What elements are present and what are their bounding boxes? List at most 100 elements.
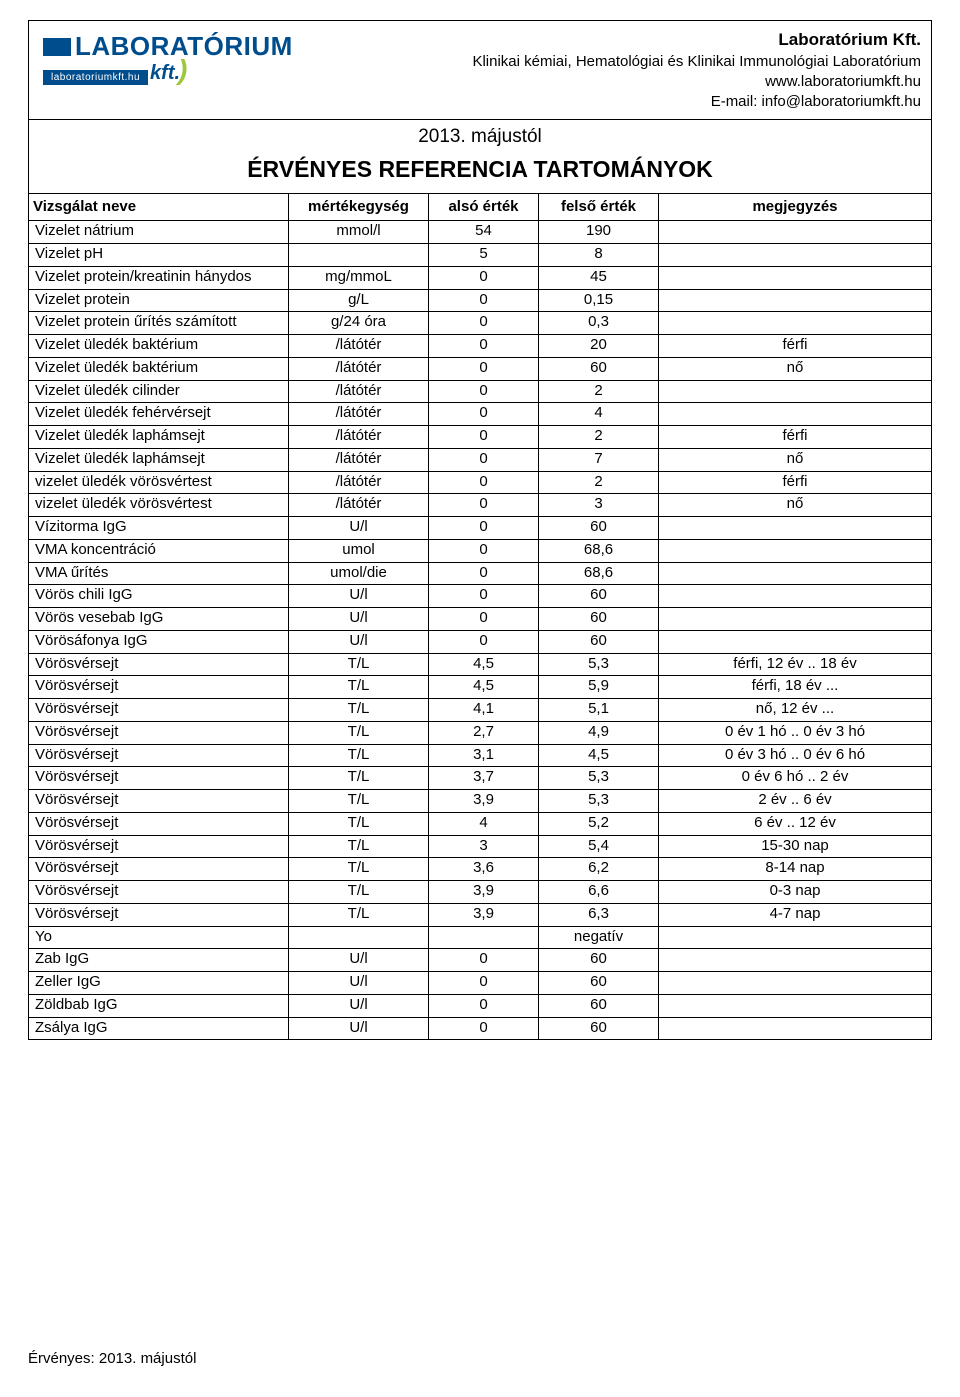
cell-low: 0 bbox=[429, 972, 539, 995]
cell-note bbox=[659, 1017, 932, 1040]
cell-unit: U/l bbox=[289, 517, 429, 540]
cell-note: 0 év 1 hó .. 0 év 3 hó bbox=[659, 721, 932, 744]
cell-low: 0 bbox=[429, 380, 539, 403]
cell-note bbox=[659, 562, 932, 585]
cell-high: 5,4 bbox=[539, 835, 659, 858]
footer-text: Érvényes: 2013. májustól bbox=[28, 1350, 196, 1367]
cell-low: 54 bbox=[429, 221, 539, 244]
cell-note bbox=[659, 266, 932, 289]
cell-high: 5,2 bbox=[539, 812, 659, 835]
cell-unit: U/l bbox=[289, 608, 429, 631]
cell-name: Zsálya IgG bbox=[29, 1017, 289, 1040]
cell-unit: /látótér bbox=[289, 380, 429, 403]
cell-unit: T/L bbox=[289, 767, 429, 790]
table-row: Zeller IgGU/l060 bbox=[29, 972, 932, 995]
cell-low: 0 bbox=[429, 494, 539, 517]
cell-name: Vörös vesebab IgG bbox=[29, 608, 289, 631]
date-line: 2013. májustól bbox=[29, 126, 931, 148]
cell-low: 0 bbox=[429, 585, 539, 608]
cell-high: 5,3 bbox=[539, 790, 659, 813]
cell-low: 4,1 bbox=[429, 699, 539, 722]
table-row: Vizelet üledék fehérvérsejt/látótér04 bbox=[29, 403, 932, 426]
cell-high: 7 bbox=[539, 448, 659, 471]
cell-low: 4 bbox=[429, 812, 539, 835]
cell-unit: U/l bbox=[289, 994, 429, 1017]
cell-name: VMA űrítés bbox=[29, 562, 289, 585]
cell-note: 0 év 6 hó .. 2 év bbox=[659, 767, 932, 790]
cell-high: 60 bbox=[539, 972, 659, 995]
table-row: VörösvérsejtT/L2,74,90 év 1 hó .. 0 év 3… bbox=[29, 721, 932, 744]
table-row: Vizelet nátriummmol/l54190 bbox=[29, 221, 932, 244]
table-row: VörösvérsejtT/L3,95,32 év .. 6 év bbox=[29, 790, 932, 813]
table-row: vizelet üledék vörösvértest/látótér03nő bbox=[29, 494, 932, 517]
cell-low: 2,7 bbox=[429, 721, 539, 744]
cell-name: Vizelet pH bbox=[29, 244, 289, 267]
cell-low: 0 bbox=[429, 471, 539, 494]
cell-low: 3,6 bbox=[429, 858, 539, 881]
cell-high: 4,5 bbox=[539, 744, 659, 767]
cell-low: 0 bbox=[429, 630, 539, 653]
cell-unit: /látótér bbox=[289, 335, 429, 358]
table-row: VörösvérsejtT/L3,14,50 év 3 hó .. 0 év 6… bbox=[29, 744, 932, 767]
header-right-info: Laboratórium Kft. Klinikai kémiai, Hemat… bbox=[462, 21, 931, 119]
company-name: Laboratórium Kft. bbox=[472, 29, 921, 52]
cell-note: 15-30 nap bbox=[659, 835, 932, 858]
cell-unit: T/L bbox=[289, 676, 429, 699]
table-row: Vizelet protein/kreatinin hánydosmg/mmoL… bbox=[29, 266, 932, 289]
table-row: VörösvérsejtT/L4,15,1nő, 12 év ... bbox=[29, 699, 932, 722]
cell-note: 0-3 nap bbox=[659, 881, 932, 904]
cell-unit: T/L bbox=[289, 653, 429, 676]
cell-high: 20 bbox=[539, 335, 659, 358]
cell-name: Vízitorma IgG bbox=[29, 517, 289, 540]
table-row: VörösvérsejtT/L3,96,34-7 nap bbox=[29, 903, 932, 926]
table-row: VMA koncentrációumol068,6 bbox=[29, 539, 932, 562]
table-row: Zöldbab IgGU/l060 bbox=[29, 994, 932, 1017]
cell-high: 60 bbox=[539, 1017, 659, 1040]
table-row: VörösvérsejtT/L3,96,60-3 nap bbox=[29, 881, 932, 904]
cell-name: Vörösvérsejt bbox=[29, 790, 289, 813]
cell-name: Vörösáfonya IgG bbox=[29, 630, 289, 653]
cell-low: 0 bbox=[429, 403, 539, 426]
cell-low: 0 bbox=[429, 289, 539, 312]
cell-low: 0 bbox=[429, 335, 539, 358]
cell-note bbox=[659, 244, 932, 267]
cell-name: Vörösvérsejt bbox=[29, 744, 289, 767]
table-row: Zab IgGU/l060 bbox=[29, 949, 932, 972]
cell-name: Vörösvérsejt bbox=[29, 858, 289, 881]
cell-unit: T/L bbox=[289, 835, 429, 858]
cell-name: Vörös chili IgG bbox=[29, 585, 289, 608]
table-row: VörösvérsejtT/L4,55,3férfi, 12 év .. 18 … bbox=[29, 653, 932, 676]
cell-unit: g/24 óra bbox=[289, 312, 429, 335]
cell-unit: umol bbox=[289, 539, 429, 562]
cell-note bbox=[659, 608, 932, 631]
cell-name: Vörösvérsejt bbox=[29, 721, 289, 744]
cell-note: nő bbox=[659, 357, 932, 380]
cell-low: 0 bbox=[429, 517, 539, 540]
cell-high: 6,3 bbox=[539, 903, 659, 926]
cell-unit: mmol/l bbox=[289, 221, 429, 244]
cell-unit: U/l bbox=[289, 972, 429, 995]
cell-name: Vörösvérsejt bbox=[29, 881, 289, 904]
cell-low: 3,9 bbox=[429, 881, 539, 904]
cell-high: 60 bbox=[539, 994, 659, 1017]
cell-name: Vörösvérsejt bbox=[29, 812, 289, 835]
cell-name: Vizelet protein/kreatinin hánydos bbox=[29, 266, 289, 289]
cell-name: Yo bbox=[29, 926, 289, 949]
cell-note bbox=[659, 289, 932, 312]
cell-note: férfi bbox=[659, 426, 932, 449]
cell-name: Vizelet üledék baktérium bbox=[29, 357, 289, 380]
cell-low: 0 bbox=[429, 426, 539, 449]
table-row: VörösvérsejtT/L3,75,30 év 6 hó .. 2 év bbox=[29, 767, 932, 790]
cell-high: 0,3 bbox=[539, 312, 659, 335]
cell-note bbox=[659, 949, 932, 972]
cell-low: 0 bbox=[429, 357, 539, 380]
cell-name: Vizelet üledék baktérium bbox=[29, 335, 289, 358]
col-note: megjegyzés bbox=[659, 193, 932, 221]
cell-note bbox=[659, 403, 932, 426]
cell-name: Vizelet üledék laphámsejt bbox=[29, 448, 289, 471]
col-unit: mértékegység bbox=[289, 193, 429, 221]
cell-low: 0 bbox=[429, 562, 539, 585]
logo-kft: kft. bbox=[150, 62, 180, 85]
cell-name: Vörösvérsejt bbox=[29, 835, 289, 858]
cell-unit: mg/mmoL bbox=[289, 266, 429, 289]
